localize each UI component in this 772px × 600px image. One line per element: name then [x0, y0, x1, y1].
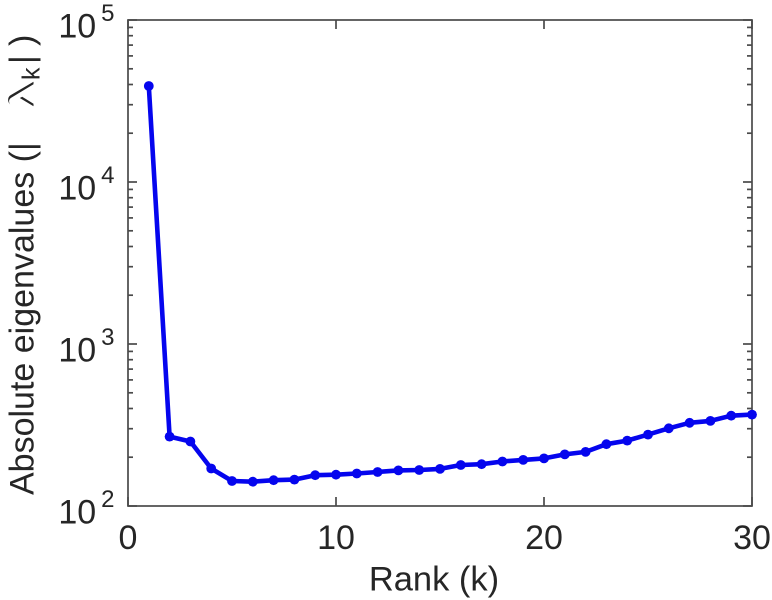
svg-text:104: 10 4: [58, 162, 114, 208]
svg-text:Rank (k): Rank (k): [369, 561, 499, 599]
svg-text:): ): [4, 35, 42, 46]
svg-text:30: 30: [733, 519, 771, 557]
svg-text:20: 20: [525, 519, 563, 557]
svg-text:0: 0: [119, 519, 138, 557]
svg-text:Absolute eigenvalues (|: Absolute eigenvalues (|: [4, 142, 42, 495]
svg-text:k: k: [18, 67, 46, 80]
svg-text:10: 10: [317, 519, 355, 557]
svg-text:|: |: [4, 55, 42, 64]
